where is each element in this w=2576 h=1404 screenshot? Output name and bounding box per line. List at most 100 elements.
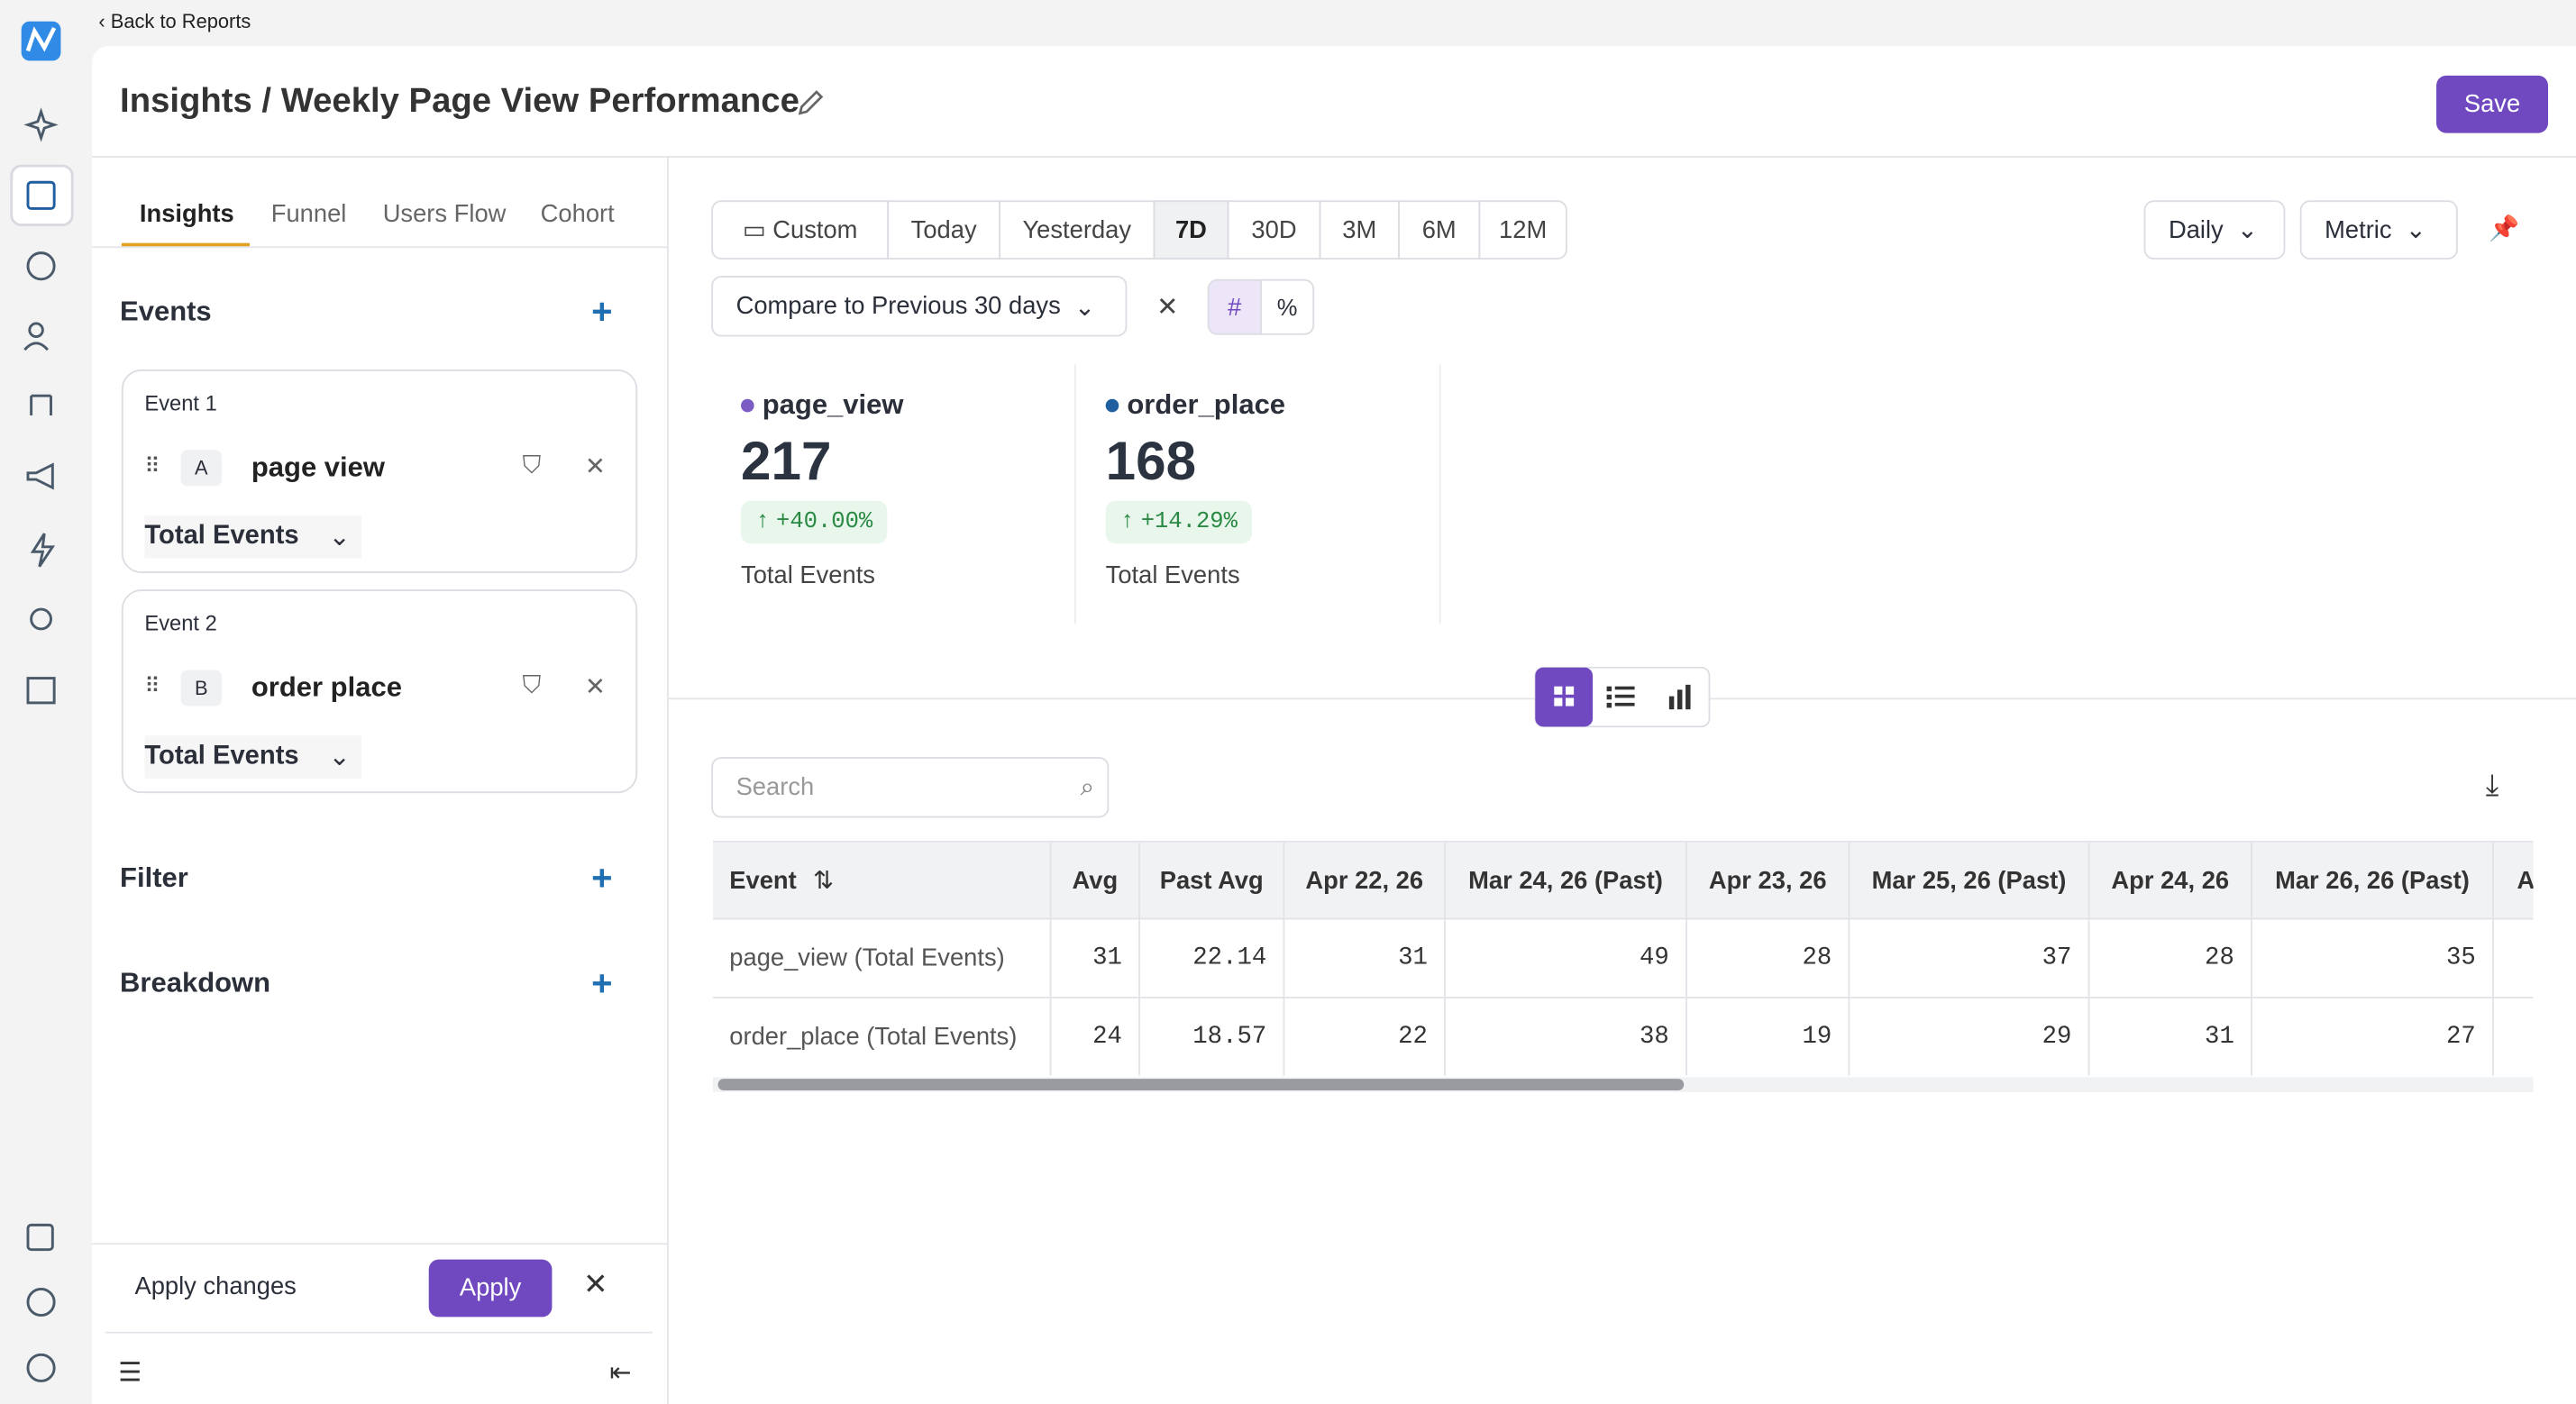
save-button[interactable]: Save — [2436, 75, 2549, 133]
column-header: Mar 26, 26 (Past) — [2252, 842, 2494, 920]
back-link[interactable]: ‹ Back to Reports — [98, 9, 251, 33]
add-filter[interactable]: + — [591, 857, 613, 898]
column-header: Apr 23, 26 — [1686, 842, 1850, 920]
section-title: Events — [120, 295, 212, 327]
column-header: Mar 25, 26 (Past) — [1849, 842, 2090, 920]
menu-icon[interactable]: ☰ — [118, 1359, 142, 1388]
nav-icon[interactable] — [26, 1223, 54, 1252]
table-cell: page_view (Total Events) — [713, 918, 1052, 998]
nav-icon[interactable] — [26, 1287, 56, 1317]
tab[interactable]: Users Flow — [382, 200, 507, 229]
table-cell — [2492, 918, 2534, 998]
table-cell: 37 — [1849, 918, 2090, 998]
main-panel — [92, 46, 2576, 1404]
toggle-percent[interactable]: % — [1260, 278, 1315, 335]
metric-value: 168 — [1105, 430, 1197, 491]
metric-change: ↑ +14.29% — [1105, 500, 1253, 544]
drag-handle[interactable]: ⠿ — [144, 452, 160, 479]
tab[interactable]: Cohort — [540, 200, 615, 229]
page-title: Insights / Weekly Page View Performance — [120, 82, 799, 121]
close-button[interactable]: ✕ — [583, 1267, 608, 1301]
table-cell: 24 — [1050, 997, 1140, 1076]
measure-select[interactable]: Total Events ⌄ — [144, 735, 361, 779]
data-table: Event ⇅ Avg Past Avg Apr 22, 26 Mar 24, 26 (P… — [713, 842, 2534, 1076]
interval-select[interactable]: Daily ⌄ — [2143, 200, 2286, 260]
table-cell: 38 — [1445, 997, 1687, 1076]
date-range[interactable]: ▭ Custom — [711, 200, 890, 260]
nav-icon[interactable] — [30, 394, 52, 416]
download-icon[interactable]: ⤓ — [2485, 768, 2499, 802]
nav-icon[interactable] — [30, 533, 56, 568]
clear-compare[interactable]: ✕ — [1156, 294, 1179, 323]
measure-select[interactable]: Total Events ⌄ — [144, 515, 361, 559]
nav-icon[interactable] — [23, 107, 59, 142]
add-event[interactable]: + — [591, 290, 613, 333]
date-range[interactable]: 30D — [1227, 200, 1321, 260]
edit-icon[interactable] — [795, 88, 825, 118]
view-text: Metric — [2325, 215, 2392, 244]
header-row: Event ⇅ Avg Past Avg Apr 22, 26 Mar 24, 26 (P… — [713, 842, 2534, 920]
measure-text: Total Events — [144, 742, 299, 770]
divider — [1074, 364, 1076, 625]
date-range[interactable]: Yesterday — [999, 200, 1156, 260]
remove-icon[interactable]: ✕ — [584, 452, 606, 481]
pin-icon[interactable]: 📌 — [2489, 214, 2520, 243]
compare-select[interactable]: Compare to Previous 30 days ⌄ — [711, 276, 1128, 337]
metric-value: 217 — [741, 430, 832, 491]
divider — [1439, 364, 1441, 625]
scrollbar-thumb[interactable] — [717, 1079, 1685, 1090]
sort-icon[interactable]: ⇅ — [812, 867, 834, 896]
filter-icon[interactable]: ⛉ — [522, 671, 542, 700]
chart-view[interactable] — [1668, 684, 1691, 710]
collapse-icon[interactable]: ⇤ — [609, 1359, 632, 1388]
table-cell: 49 — [1445, 918, 1687, 998]
list-view[interactable] — [1606, 686, 1635, 708]
nav-icon[interactable] — [26, 1353, 56, 1382]
nav-icon[interactable] — [26, 462, 54, 490]
table-cell: 31 — [1050, 918, 1140, 998]
section-title: Breakdown — [120, 967, 271, 998]
date-range[interactable]: 6M — [1398, 200, 1481, 260]
remove-icon[interactable]: ✕ — [584, 673, 606, 702]
metric-label: Total Events — [1105, 561, 1240, 590]
add-breakdown[interactable]: + — [591, 962, 613, 1004]
column-header: Avg — [1050, 842, 1140, 920]
tab[interactable]: Insights — [139, 200, 234, 229]
interval-text: Daily — [2168, 215, 2224, 244]
metric-name: page_view — [762, 388, 904, 421]
event-label: Event 1 — [144, 390, 217, 416]
measure-text: Total Events — [144, 522, 299, 551]
column-header: Mar 24, 26 (Past) — [1445, 842, 1687, 920]
table-cell: 35 — [2252, 918, 2494, 998]
table-cell: 18.57 — [1139, 997, 1285, 1076]
date-range[interactable]: 3M — [1319, 200, 1400, 260]
search-box[interactable]: Search ⌕ — [711, 757, 1110, 818]
table-cell: 28 — [1686, 918, 1850, 998]
table-cell: 29 — [1849, 997, 2090, 1076]
date-range[interactable]: Today — [887, 200, 1001, 260]
nav-icon[interactable] — [30, 607, 52, 631]
nav-icon[interactable] — [26, 180, 56, 210]
tab[interactable]: Funnel — [270, 200, 347, 229]
apply-button[interactable]: Apply — [428, 1259, 553, 1317]
view-select[interactable]: Metric ⌄ — [2299, 200, 2458, 260]
date-range[interactable]: 12M — [1478, 200, 1567, 260]
nav-icon[interactable] — [28, 322, 44, 339]
event-label: Event 2 — [144, 610, 217, 636]
drag-handle[interactable]: ⠿ — [144, 673, 160, 698]
toggle-number[interactable]: # — [1207, 278, 1262, 335]
chevron: ⌄ — [328, 743, 351, 772]
nav-icon[interactable] — [26, 677, 56, 705]
grid-view[interactable] — [1535, 667, 1594, 727]
nav-icon[interactable] — [26, 251, 56, 281]
metric-dot — [1105, 398, 1119, 413]
filter-icon[interactable]: ⛉ — [522, 451, 542, 480]
date-range[interactable]: 7D — [1153, 200, 1229, 260]
column-header: Apr 22, 26 — [1283, 842, 1446, 920]
table-cell: 28 — [2088, 918, 2252, 998]
column-header: Past Avg — [1139, 842, 1285, 920]
divider — [92, 1243, 668, 1245]
